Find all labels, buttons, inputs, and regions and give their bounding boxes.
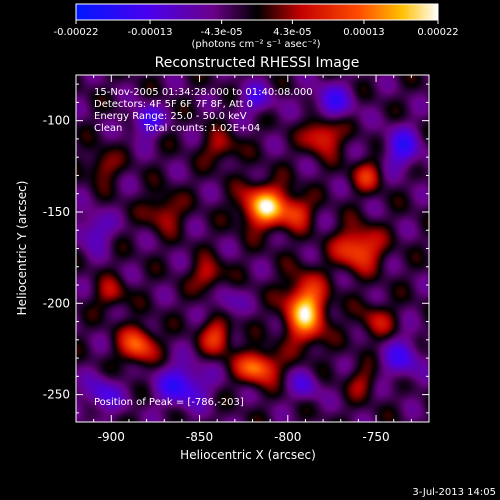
x-tick-label: -750 — [362, 430, 389, 444]
colorbar-units-label: (photons cm⁻² s⁻¹ asec⁻²) — [191, 39, 320, 50]
annotations: 15-Nov-2005 01:34:28.000 to 01:40:08.000… — [94, 87, 313, 408]
x-axis-label: Heliocentric X (arcsec) — [180, 448, 316, 462]
peak-position-label: Position of Peak = [-786,-203] — [94, 397, 244, 408]
x-tick-label: -850 — [186, 430, 213, 444]
x-tick-label: -800 — [274, 430, 301, 444]
y-axis-label: Heliocentric Y (arcsec) — [15, 181, 29, 316]
x-tick-label: -900 — [98, 430, 125, 444]
colorbar-tick-label: 0.00013 — [343, 27, 384, 38]
energy-range-label: Energy Range: 25.0 - 50.0 keV — [94, 111, 247, 122]
colorbar-tick-label: 0.00022 — [417, 27, 458, 38]
y-tick-label: -250 — [43, 388, 70, 402]
colorbar-tick-label: -0.00013 — [128, 27, 173, 38]
colorbar-tick-label: -0.00022 — [54, 27, 99, 38]
algorithm-label: Clean — [94, 123, 122, 134]
y-tick-label: -200 — [43, 296, 70, 310]
y-tick-label: -150 — [43, 205, 70, 219]
detectors-label: Detectors: 4F 5F 6F 7F 8F, Att 0 — [94, 99, 253, 110]
footer-timestamp: 3-Jul-2013 14:05 — [412, 487, 496, 498]
time-range-label: 15-Nov-2005 01:34:28.000 to 01:40:08.000 — [94, 87, 313, 98]
y-tick-label: -100 — [43, 114, 70, 128]
x-axis: -900 -850 -800 -750 — [93, 75, 430, 444]
rhessi-heatmap — [76, 75, 429, 422]
colorbar-frame — [75, 3, 439, 21]
colorbar-gradient — [76, 4, 438, 20]
colorbar: -0.00022 -0.00013 -4.3e-05 4.3e-05 0.00013 0.… — [54, 3, 459, 50]
colorbar-ticks: -0.00022 -0.00013 -4.3e-05 4.3e-05 0.00013 0.… — [54, 20, 459, 38]
colorbar-tick-label: 4.3e-05 — [273, 27, 311, 38]
total-counts-label: Total counts: 1.02E+04 — [143, 123, 260, 134]
plot-title: Reconstructed RHESSI Image — [155, 55, 360, 71]
colorbar-tick-label: -4.3e-05 — [201, 27, 243, 38]
y-axis: -100 -150 -200 -250 — [43, 83, 429, 414]
